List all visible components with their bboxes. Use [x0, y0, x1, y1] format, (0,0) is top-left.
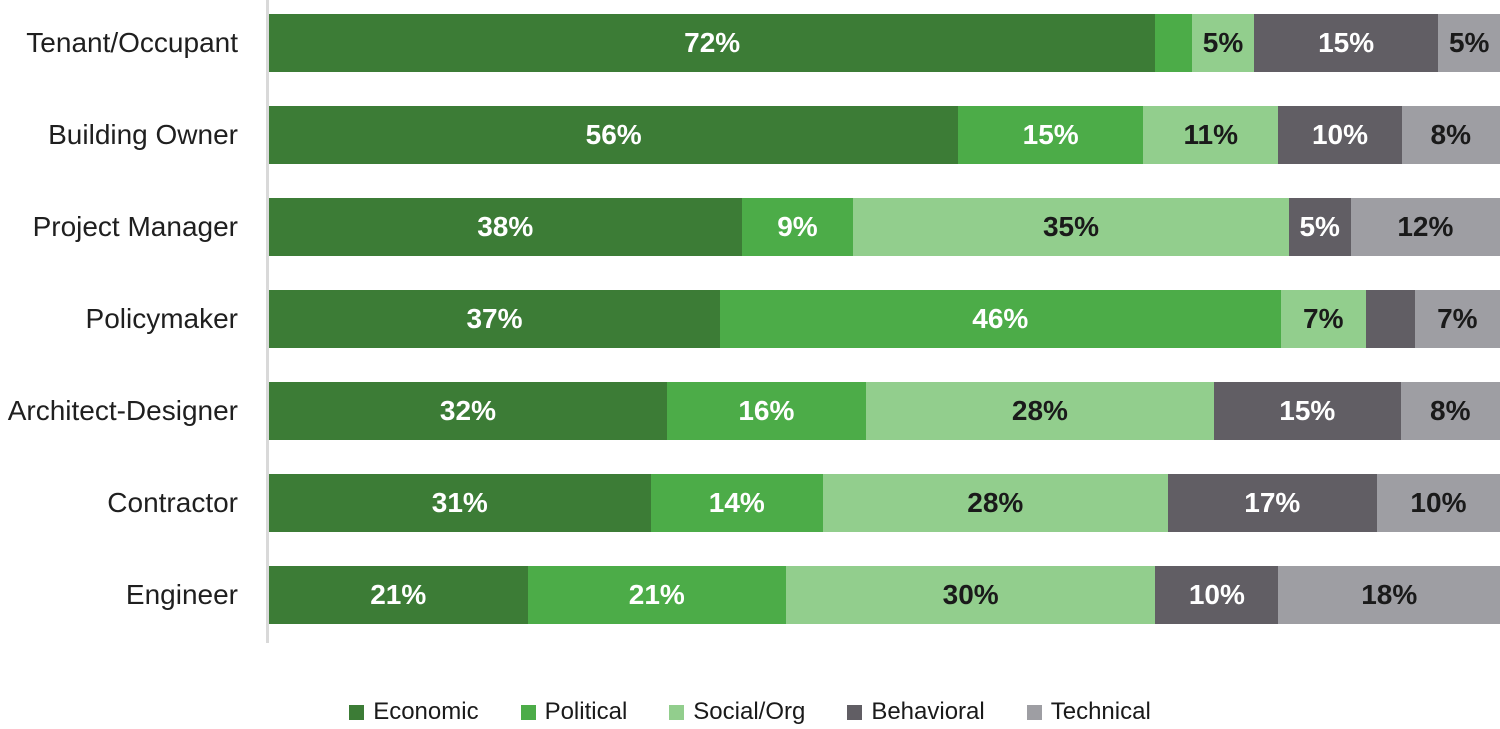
bar-row: Contractor 31% 14% 28% 17% 10%	[0, 474, 1500, 532]
bar-row: Building Owner 56% 15% 11% 10% 8%	[0, 106, 1500, 164]
bar-segment: 8%	[1400, 382, 1500, 440]
stacked-bar: 56% 15% 11% 10% 8%	[269, 106, 1500, 164]
bar-segment: 5%	[1192, 14, 1254, 72]
legend-swatch-icon	[520, 704, 536, 720]
bar-segment: 16%	[666, 382, 866, 440]
category-label: Engineer	[125, 578, 238, 610]
bar-segment: 46%	[719, 290, 1281, 348]
bar-segment: 28%	[822, 474, 1168, 532]
bar-segment: 10%	[1155, 566, 1279, 624]
legend-item: Technical	[1026, 698, 1151, 726]
category-label: Policymaker	[85, 302, 238, 334]
category-label: Building Owner	[48, 118, 238, 150]
bar-segment: 14%	[650, 474, 823, 532]
bar-row: Engineer 21% 21% 30% 10% 18%	[0, 566, 1500, 624]
bar-segment: 35%	[853, 198, 1289, 256]
stacked-bar: 31% 14% 28% 17% 10%	[269, 474, 1500, 532]
bar-segment: 72%	[269, 14, 1156, 72]
bar-segment: 7%	[1414, 290, 1500, 348]
chart-rows: Tenant/Occupant 72% 5% 15% 5% Building Owne…	[0, 14, 1500, 624]
legend-label: Social/Org	[693, 698, 806, 725]
bar-segment: 31%	[269, 474, 651, 532]
bar-segment: 37%	[269, 290, 720, 348]
legend-item: Political	[520, 698, 628, 726]
bar-row: Policymaker 37% 46% 7% 7%	[0, 290, 1500, 348]
legend-swatch-icon	[349, 704, 365, 720]
stacked-bar: 37% 46% 7% 7%	[269, 290, 1500, 348]
stacked-bar: 38% 9% 35% 5% 12%	[269, 198, 1500, 256]
bar-segment: 7%	[1280, 290, 1366, 348]
bar-segment: 10%	[1376, 474, 1500, 532]
category-label: Contractor	[107, 486, 238, 518]
legend-item: Social/Org	[669, 698, 805, 726]
bar-segment: 8%	[1401, 106, 1500, 164]
bar-segment: 17%	[1167, 474, 1377, 532]
bar-segment: 9%	[741, 198, 854, 256]
bar-segment: 11%	[1143, 106, 1279, 164]
category-label: Architect-Designer	[7, 394, 238, 426]
bar-segment: 32%	[269, 382, 667, 440]
legend-label: Economic	[373, 698, 479, 725]
stacked-bar: 32% 16% 28% 15% 8%	[269, 382, 1500, 440]
bar-segment: 15%	[958, 106, 1144, 164]
y-axis-line	[266, 0, 269, 643]
bar-segment: 38%	[269, 198, 742, 256]
legend-label: Behavioral	[871, 698, 985, 725]
bar-segment: 5%	[1288, 198, 1351, 256]
bar-segment: 28%	[865, 382, 1215, 440]
bar-segment: 56%	[269, 106, 959, 164]
stacked-bar: 72% 5% 15% 5%	[269, 14, 1500, 72]
bar-segment: 5%	[1438, 14, 1500, 72]
category-label: Tenant/Occupant	[26, 26, 238, 58]
bar-segment: 10%	[1278, 106, 1402, 164]
bar-segment: 12%	[1350, 198, 1500, 256]
legend-item: Economic	[349, 698, 479, 726]
bar-row: Tenant/Occupant 72% 5% 15% 5%	[0, 14, 1500, 72]
legend-label: Technical	[1050, 698, 1151, 725]
bar-row: Project Manager 38% 9% 35% 5% 12%	[0, 198, 1500, 256]
bar-segment: 21%	[269, 566, 528, 624]
bar-segment: 15%	[1214, 382, 1401, 440]
legend-swatch-icon	[847, 704, 863, 720]
legend-swatch-icon	[1026, 704, 1042, 720]
bar-segment	[1155, 14, 1193, 72]
chart-legend: Economic Political Social/Org Behavioral…	[0, 697, 1500, 727]
bar-segment: 18%	[1278, 566, 1500, 624]
bar-row: Architect-Designer 32% 16% 28% 15% 8%	[0, 382, 1500, 440]
bar-segment	[1365, 290, 1415, 348]
bar-segment: 21%	[527, 566, 787, 624]
legend-item: Behavioral	[847, 698, 985, 726]
stacked-bar: 21% 21% 30% 10% 18%	[269, 566, 1500, 624]
bar-segment: 15%	[1253, 14, 1439, 72]
legend-swatch-icon	[669, 704, 685, 720]
category-label: Project Manager	[32, 210, 238, 242]
bar-segment: 30%	[786, 566, 1156, 624]
legend-label: Political	[544, 698, 628, 725]
